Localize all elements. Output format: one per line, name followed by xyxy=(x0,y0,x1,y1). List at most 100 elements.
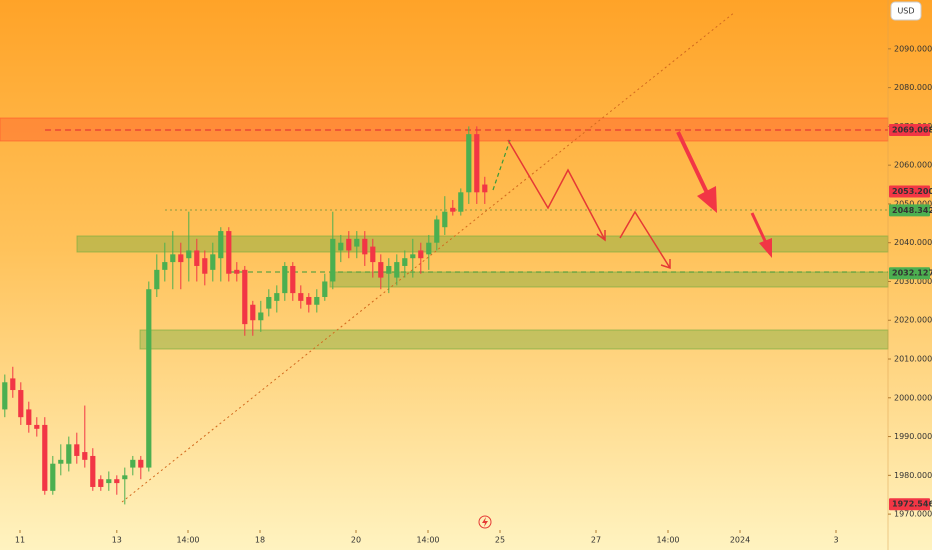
arrow-head xyxy=(759,238,772,258)
candle-body xyxy=(282,265,288,294)
y-tick-label: 2050.000 xyxy=(894,199,932,208)
candle-body xyxy=(34,424,40,429)
candle-body xyxy=(266,296,272,309)
candle-body xyxy=(146,289,152,468)
candle-body xyxy=(90,455,96,487)
candle-body xyxy=(378,262,384,278)
y-tick-label: 2000.000 xyxy=(894,393,932,402)
y-tick-label: 2080.000 xyxy=(894,83,932,92)
candle-body xyxy=(290,265,296,294)
candle-body xyxy=(306,296,312,305)
trend-line xyxy=(121,11,736,503)
candle-body xyxy=(114,479,120,484)
price-marker xyxy=(889,124,930,137)
candle-body xyxy=(362,238,368,255)
y-tick-label: 2030.000 xyxy=(894,277,932,286)
candle-body xyxy=(250,304,256,321)
candle-body xyxy=(10,378,16,391)
candle-body xyxy=(226,231,232,274)
candle-body xyxy=(466,134,472,193)
arrow xyxy=(676,131,710,196)
candle-body xyxy=(274,293,280,301)
support-zone xyxy=(329,271,889,288)
candles xyxy=(2,126,488,505)
candle-body xyxy=(442,211,448,228)
arrow-head xyxy=(660,259,671,270)
y-tick-label: 1980.000 xyxy=(894,471,932,480)
candle-body xyxy=(370,246,376,263)
price-marker xyxy=(889,185,930,198)
projection-line xyxy=(492,139,511,191)
candle-body xyxy=(2,382,8,410)
candle-body xyxy=(26,409,32,425)
candle-body xyxy=(298,293,304,301)
x-tick-label: 18 xyxy=(255,536,265,545)
candle-body xyxy=(138,459,144,468)
candle-body xyxy=(402,258,408,266)
x-tick-label: 14:00 xyxy=(656,536,679,545)
candle-body xyxy=(474,134,480,193)
candle-body xyxy=(42,424,48,491)
candle-body xyxy=(130,459,136,468)
y-tick-label: 2040.000 xyxy=(894,238,932,247)
price-marker-label: 2069.068 xyxy=(892,126,932,135)
candle-body xyxy=(98,479,104,487)
candle-body xyxy=(458,192,464,212)
candle-body xyxy=(450,207,456,212)
candle-body xyxy=(218,231,224,259)
candle-body xyxy=(482,184,488,193)
arrow xyxy=(750,212,768,244)
resistance-zone xyxy=(0,117,889,142)
candle-body xyxy=(314,296,320,305)
x-tick-label: 11 xyxy=(15,536,25,545)
candle-body xyxy=(18,390,24,418)
candle-body xyxy=(426,242,432,255)
projection-path xyxy=(507,139,606,241)
price-marker-label: 2053.200 xyxy=(892,187,932,196)
y-tick-label: 1990.000 xyxy=(894,432,932,441)
candle-body xyxy=(66,444,72,464)
candle-body xyxy=(330,238,336,282)
currency-label: USD xyxy=(897,7,914,16)
candle-body xyxy=(242,269,248,325)
price-marker-label: 2048.342 xyxy=(892,206,932,215)
y-tick-label: 2020.000 xyxy=(894,316,932,325)
x-tick-label: 14:00 xyxy=(176,536,199,545)
candle-body xyxy=(346,238,352,251)
projection-path xyxy=(619,210,671,269)
price-marker xyxy=(889,498,930,511)
currency-button[interactable] xyxy=(890,1,922,21)
arrow-head xyxy=(697,186,717,213)
candle-body xyxy=(210,254,216,270)
candle-body xyxy=(122,475,128,480)
candle-body xyxy=(434,219,440,243)
candle-body xyxy=(418,250,424,259)
candle-body xyxy=(162,262,168,270)
price-marker-label: 1972.546 xyxy=(892,500,932,509)
x-tick-label: 2024 xyxy=(730,536,750,545)
event-icon-bolt xyxy=(482,517,488,527)
candle-body xyxy=(410,254,416,259)
candle-body xyxy=(322,281,328,297)
support-zone xyxy=(139,329,889,350)
y-tick-label: 1970.000 xyxy=(894,510,932,519)
x-tick-label: 13 xyxy=(112,536,122,545)
candle-body xyxy=(170,254,176,263)
x-tick-label: 3 xyxy=(833,536,838,545)
candle-body xyxy=(338,242,344,251)
arrow-head xyxy=(596,230,606,242)
candle-body xyxy=(82,452,88,460)
x-tick-label: 20 xyxy=(351,536,361,545)
candle-body xyxy=(354,238,360,247)
event-icon[interactable] xyxy=(478,515,492,529)
x-tick-label: 27 xyxy=(591,536,601,545)
price-marker xyxy=(889,204,930,217)
price-marker xyxy=(889,267,930,280)
candle-body xyxy=(394,262,400,278)
candle-body xyxy=(74,444,80,456)
candle-body xyxy=(186,250,192,259)
y-tick-label: 2090.000 xyxy=(894,44,932,53)
candle-body xyxy=(202,258,208,274)
